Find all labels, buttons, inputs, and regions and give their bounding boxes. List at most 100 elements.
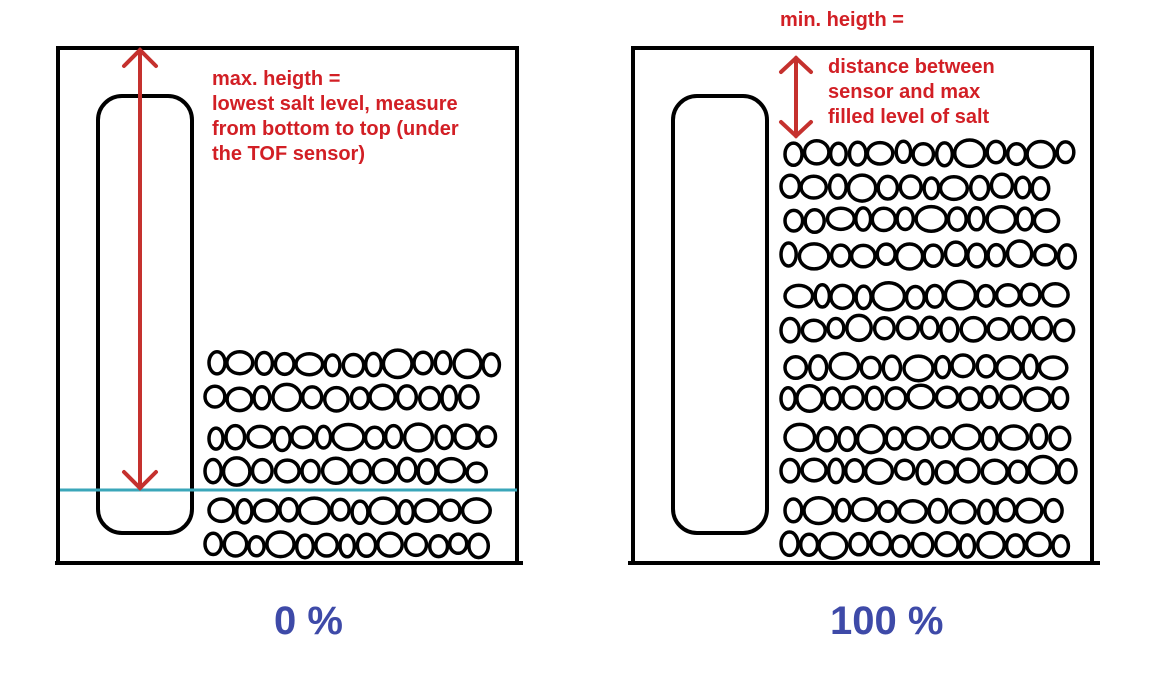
salt-pebble: [467, 532, 491, 560]
salt-pebble: [460, 497, 492, 525]
salt-pebble: [890, 534, 912, 558]
salt-pebble: [876, 174, 900, 201]
salt-pebble: [779, 386, 797, 411]
salt-pebble: [815, 426, 838, 453]
min-height-note-line: distance between: [828, 56, 995, 78]
salt-pebble: [203, 531, 224, 557]
salt-pebble: [975, 353, 997, 379]
salt-pebble: [1022, 386, 1052, 413]
salt-pebble: [870, 280, 907, 312]
max-height-note-line: lowest salt level, measure: [212, 93, 458, 115]
salt-pebble: [323, 353, 342, 378]
salt-pebble: [911, 142, 936, 167]
salt-pebble: [452, 348, 483, 380]
salt-pebble: [863, 457, 895, 486]
salt-pebble: [1013, 175, 1032, 200]
salt-pebble: [294, 351, 325, 377]
salt-pebble: [959, 315, 988, 343]
salt-pebble: [906, 383, 936, 410]
salt-pebble: [1024, 531, 1053, 558]
salt-pebble: [417, 385, 442, 411]
salt-pebble: [995, 497, 1017, 523]
salt-pebble: [1015, 206, 1035, 232]
salt-pebble: [355, 532, 378, 559]
salt-pebble: [1057, 458, 1078, 485]
salt-pebble: [403, 532, 429, 558]
salt-pebble: [893, 458, 916, 481]
salt-pebble: [273, 351, 296, 377]
salt-pebble: [1029, 423, 1049, 451]
salt-pebble: [834, 497, 852, 523]
salt-pebble: [203, 384, 227, 409]
salt-pebble: [246, 424, 275, 449]
salt-pebble: [966, 242, 988, 269]
salt-pebble: [1032, 208, 1061, 234]
salt-pebble: [968, 174, 991, 202]
salt-pebble: [938, 175, 970, 202]
salt-pebble: [822, 386, 843, 411]
salt-pebble: [986, 317, 1012, 341]
salt-pebble: [986, 242, 1007, 268]
salt-pebble: [803, 207, 826, 235]
salt-pebble: [802, 495, 836, 526]
salt-pebble: [396, 499, 416, 526]
salt-pebble: [234, 497, 254, 525]
salt-pebble: [433, 350, 453, 376]
salt-pebble: [828, 351, 861, 381]
salt-pebble: [872, 315, 896, 341]
salt-pebble: [975, 530, 1007, 559]
salt-pebble: [300, 385, 324, 410]
salt-pebble: [884, 426, 905, 451]
left-salt-pile: [203, 348, 502, 560]
salt-pebble: [951, 423, 982, 451]
salt-pebble: [934, 141, 955, 168]
salt-pebble: [930, 426, 952, 450]
salt-pebble: [254, 350, 275, 377]
salt-pebble: [381, 348, 414, 380]
salt-pebble: [894, 242, 925, 271]
salt-pebble: [828, 141, 848, 167]
salt-pebble: [850, 497, 879, 523]
salt-pebble: [1005, 142, 1028, 167]
salt-pebble: [869, 530, 893, 557]
min-height-note: distance between sensor and max filled l…: [828, 55, 995, 130]
salt-pebble: [955, 457, 981, 484]
salt-pebble: [222, 530, 249, 558]
salt-pebble: [927, 497, 949, 524]
salt-pebble: [922, 176, 941, 201]
salt-pebble: [225, 349, 255, 376]
salt-pebble: [950, 353, 976, 379]
salt-pebble: [895, 206, 916, 232]
salt-pebble: [948, 498, 978, 525]
salt-pebble: [829, 243, 852, 268]
salt-pebble: [934, 385, 960, 409]
salt-pebble: [779, 457, 801, 484]
left-tank-outline: [56, 46, 519, 563]
salt-pebble: [779, 241, 798, 268]
right-salt-pile: [779, 138, 1078, 560]
salt-pebble: [825, 206, 857, 232]
salt-pebble: [924, 283, 946, 309]
salt-pebble: [453, 423, 479, 451]
salt-pebble: [783, 283, 815, 309]
salt-pebble: [320, 456, 351, 486]
salt-pebble: [250, 457, 274, 484]
right-container: [628, 46, 1100, 565]
salt-pebble: [476, 425, 498, 449]
salt-pebble: [1027, 454, 1059, 485]
salt-pebble: [779, 530, 800, 558]
salt-pebble: [826, 316, 846, 340]
salt-pebble: [898, 174, 923, 200]
min-height-title: min. heigth =: [780, 9, 904, 31]
salt-pebble: [939, 316, 960, 343]
salt-pebble: [402, 422, 435, 453]
salt-pebble: [985, 205, 1018, 234]
salt-pebble: [919, 315, 940, 341]
salt-pebble: [967, 206, 986, 232]
salt-pebble: [413, 498, 441, 523]
salt-pebble: [1021, 353, 1039, 381]
salt-pebble: [457, 384, 480, 410]
salt-pebble: [985, 139, 1007, 165]
salt-pebble: [976, 498, 997, 525]
